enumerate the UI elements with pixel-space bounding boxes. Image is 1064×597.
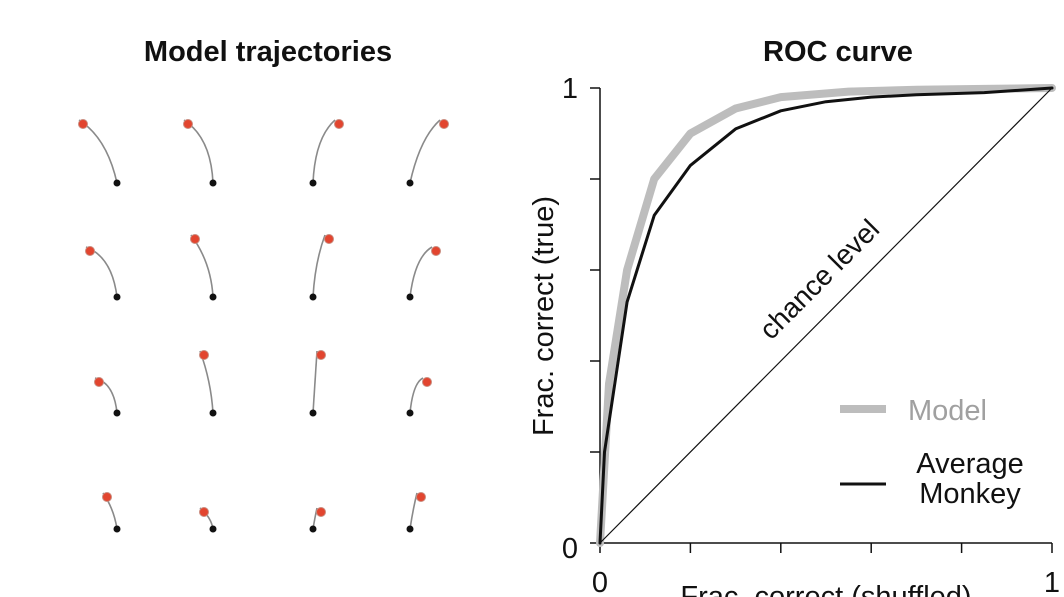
trajectory-end-marker bbox=[113, 409, 121, 417]
roc-axes bbox=[590, 87, 1053, 553]
trajectory-start-marker bbox=[422, 377, 432, 387]
series-line-model bbox=[596, 84, 1056, 547]
trajectories-title: Model trajectories bbox=[144, 36, 392, 68]
trajectory-path bbox=[409, 246, 433, 298]
x-tick-label-right: 1 bbox=[1044, 567, 1060, 597]
trajectory-start-marker bbox=[190, 234, 200, 244]
trajectory-path bbox=[199, 350, 214, 414]
series-line-average-monkey bbox=[598, 86, 1054, 545]
y-tick-label-bottom: 0 bbox=[562, 533, 578, 565]
trajectory-start-marker bbox=[316, 350, 326, 360]
trajectory-start-marker bbox=[439, 119, 449, 129]
trajectory-start-marker bbox=[431, 246, 441, 256]
trajectory-path bbox=[190, 234, 214, 298]
x-tick-label-left: 0 bbox=[592, 567, 608, 597]
trajectory-end-marker bbox=[309, 293, 317, 301]
trajectory-path bbox=[409, 377, 424, 414]
x-axis-label: Frac. correct (shuffled) bbox=[680, 581, 971, 597]
trajectory-path bbox=[409, 492, 418, 530]
trajectory-end-marker bbox=[209, 525, 217, 533]
y-tick-label-top: 1 bbox=[562, 73, 578, 105]
trajectory-path bbox=[183, 119, 214, 184]
trajectory-end-marker bbox=[113, 293, 121, 301]
trajectory-end-marker bbox=[209, 409, 217, 417]
trajectory-start-marker bbox=[324, 234, 334, 244]
trajectory-end-marker bbox=[209, 179, 217, 187]
trajectory-end-marker bbox=[113, 525, 121, 533]
trajectory-end-marker bbox=[406, 525, 414, 533]
trajectory-end-marker bbox=[406, 409, 414, 417]
trajectory-start-marker bbox=[85, 246, 95, 256]
trajectory-path bbox=[78, 119, 118, 184]
trajectories-grid bbox=[78, 119, 449, 533]
legend-label-model: Model bbox=[908, 395, 987, 427]
trajectory-path bbox=[312, 234, 326, 298]
trajectory-end-marker bbox=[309, 179, 317, 187]
legend-label-monkey: Average Monkey bbox=[916, 448, 1024, 510]
roc-series bbox=[596, 84, 1056, 547]
axis-ticks bbox=[590, 87, 1053, 553]
trajectory-end-marker bbox=[309, 525, 317, 533]
trajectory-end-marker bbox=[309, 409, 317, 417]
trajectory-start-marker bbox=[316, 507, 326, 517]
trajectory-end-marker bbox=[406, 179, 414, 187]
trajectory-start-marker bbox=[94, 377, 104, 387]
y-axis-label: Frac. correct (true) bbox=[528, 196, 560, 436]
trajectory-start-marker bbox=[78, 119, 88, 129]
trajectory-end-marker bbox=[209, 293, 217, 301]
series-line-chance bbox=[599, 87, 1053, 544]
trajectory-start-marker bbox=[199, 350, 209, 360]
trajectory-start-marker bbox=[334, 119, 344, 129]
trajectory-end-marker bbox=[406, 293, 414, 301]
legend: Model Average Monkey bbox=[840, 395, 1024, 510]
trajectory-start-marker bbox=[183, 119, 193, 129]
trajectory-end-marker bbox=[113, 179, 121, 187]
trajectory-start-marker bbox=[102, 492, 112, 502]
trajectory-path bbox=[312, 350, 318, 414]
trajectory-path bbox=[312, 119, 336, 184]
roc-title: ROC curve bbox=[763, 36, 913, 68]
chance-level-annotation: chance level bbox=[753, 213, 885, 345]
trajectory-start-marker bbox=[416, 492, 426, 502]
trajectory-start-marker bbox=[199, 507, 209, 517]
trajectory-path bbox=[409, 119, 441, 184]
